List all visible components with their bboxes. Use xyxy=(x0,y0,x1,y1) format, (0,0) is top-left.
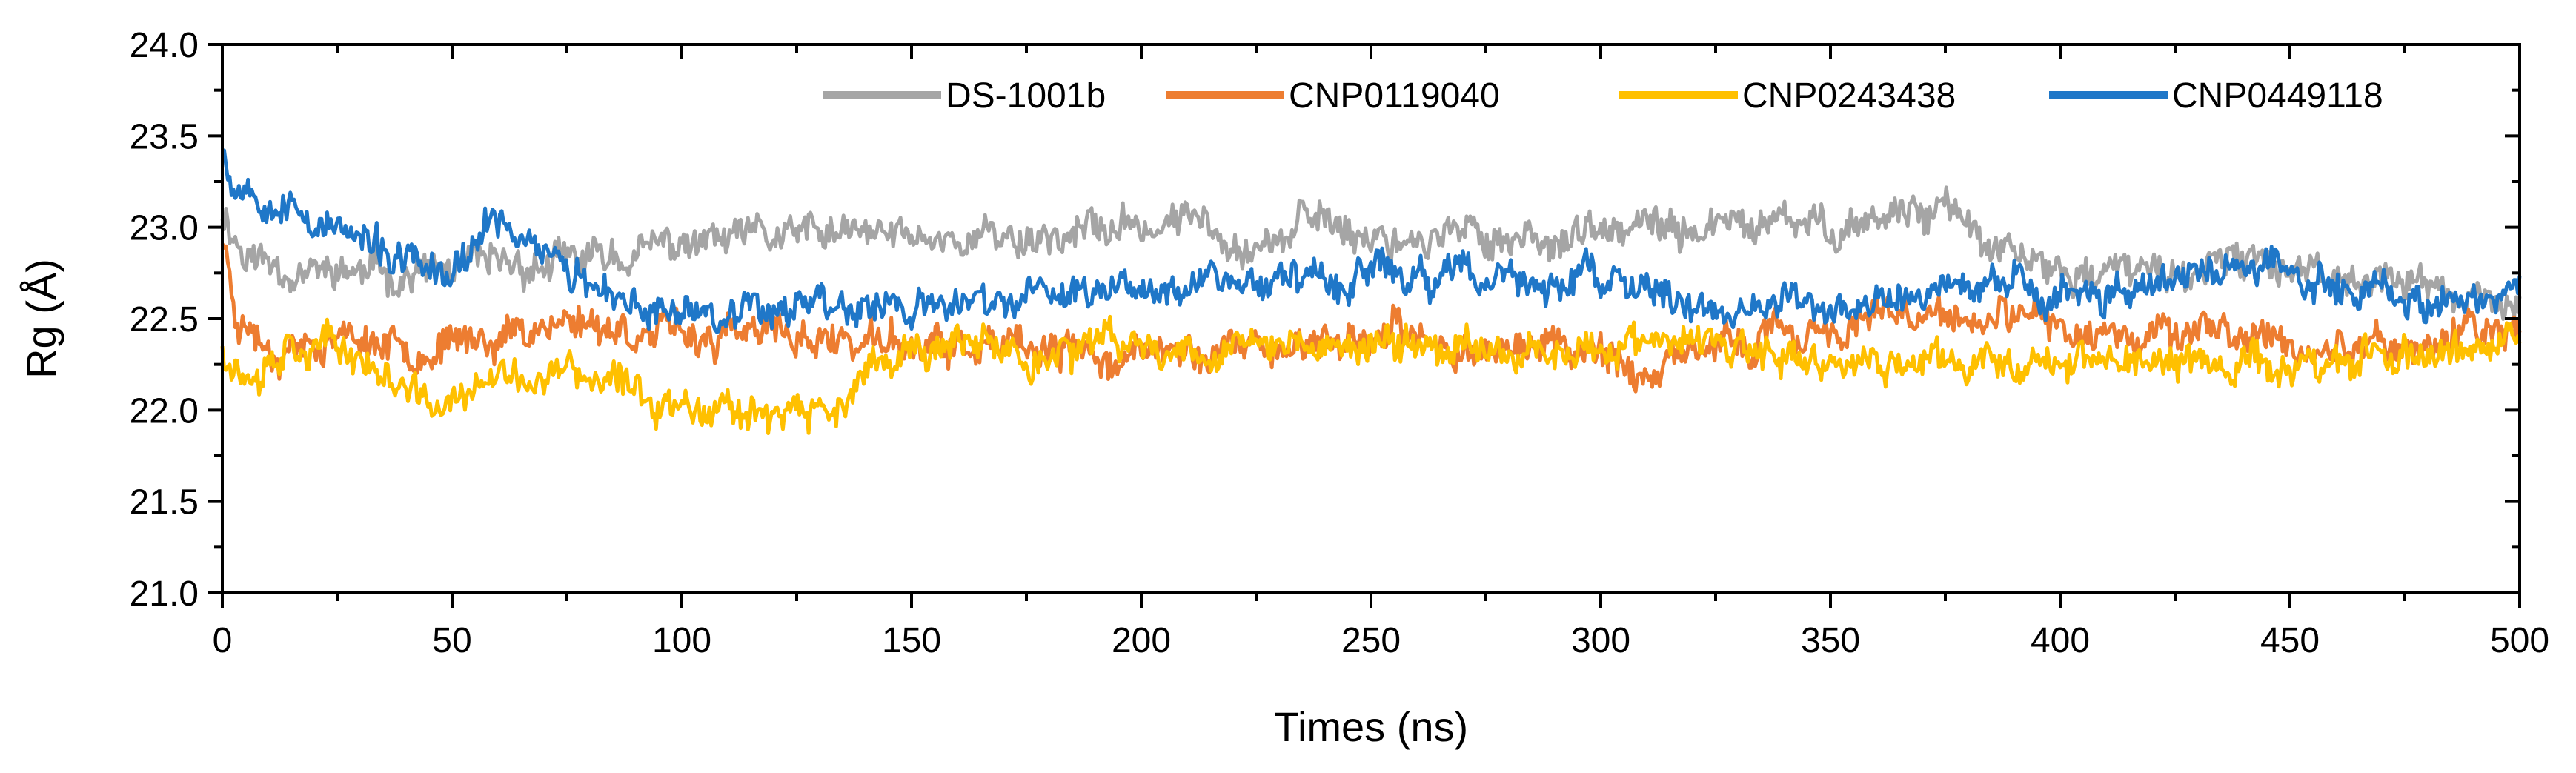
x-tick-label: 0 xyxy=(213,621,233,660)
x-tick-label: 400 xyxy=(2031,621,2090,660)
x-tick-label: 300 xyxy=(1571,621,1630,660)
legend: DS-1001b CNP0119040 CNP0243438 CNP0449118 xyxy=(823,76,2383,116)
x-tick-label: 200 xyxy=(1112,621,1171,660)
series-line-cnp0243438 xyxy=(220,314,2522,435)
x-tick-label: 500 xyxy=(2490,621,2549,660)
x-tick-label: 350 xyxy=(1801,621,1860,660)
y-tick-label: 21.5 xyxy=(130,483,199,522)
y-tick-label: 23.5 xyxy=(130,117,199,156)
x-axis-title: Times (ns) xyxy=(1274,703,1468,750)
y-tick-label: 21.0 xyxy=(130,574,199,614)
x-tick-label: 50 xyxy=(432,621,471,660)
ticks-layer: 0 50 100 150 200 250 300 350 400 450 500 21.0 21.5 22… xyxy=(130,26,2549,660)
series-line-cnp0449118 xyxy=(222,148,2522,334)
legend-label-cnp0243438: CNP0243438 xyxy=(1742,76,1956,116)
y-tick-label: 24.0 xyxy=(130,26,199,65)
legend-label-cnp0449118: CNP0449118 xyxy=(2172,76,2383,116)
legend-label-ds-1001b: DS-1001b xyxy=(946,76,1106,116)
legend-label-cnp0119040: CNP0119040 xyxy=(1289,76,1500,116)
y-tick-label: 22.5 xyxy=(130,300,199,339)
x-tick-label: 450 xyxy=(2260,621,2320,660)
y-tick-label: 22.0 xyxy=(130,391,199,431)
x-tick-label: 100 xyxy=(652,621,711,660)
series-layer xyxy=(220,148,2522,435)
x-tick-label: 150 xyxy=(882,621,941,660)
y-tick-label: 23.0 xyxy=(130,209,199,248)
series-line-ds-1001b xyxy=(220,185,2522,321)
x-tick-label: 250 xyxy=(1341,621,1401,660)
y-axis-title: Rg (Å) xyxy=(18,259,64,379)
